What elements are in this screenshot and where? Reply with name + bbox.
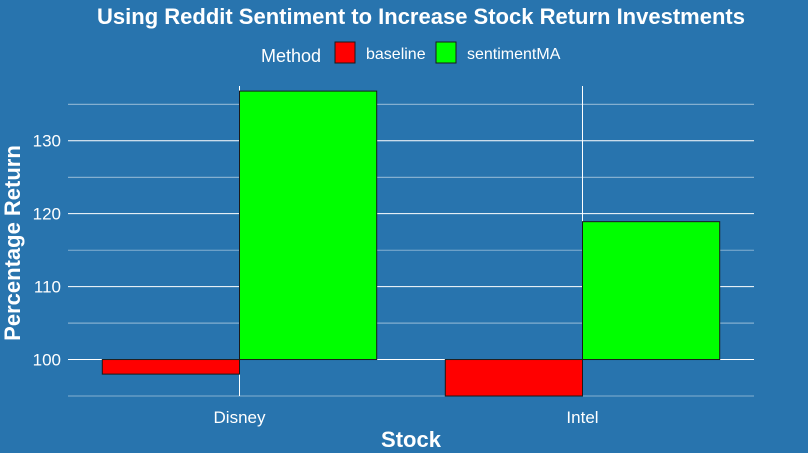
x-tick-label: Intel — [566, 408, 598, 427]
bars — [101, 90, 721, 397]
gridlines — [68, 86, 754, 397]
y-axis-ticks: 100 110 120 130 — [33, 132, 61, 370]
y-tick-label: 100 — [33, 351, 61, 370]
chart-title: Using Reddit Sentiment to Increase Stock… — [97, 4, 745, 29]
legend-title: Method — [261, 46, 321, 66]
legend-label-baseline: baseline — [366, 46, 426, 63]
legend-label-sentimentMA: sentimentMA — [467, 46, 561, 63]
legend-key-sentimentMA — [435, 41, 457, 64]
y-tick-label: 110 — [34, 278, 61, 297]
bar-sentimentMA-intel — [582, 221, 721, 361]
y-tick-label: 120 — [33, 205, 61, 224]
x-axis-ticks: Disney Intel — [214, 408, 599, 427]
y-tick-label: 130 — [33, 132, 61, 151]
legend: Method baseline sentimentMA — [261, 41, 561, 66]
bar-baseline-intel — [444, 359, 583, 397]
bar-baseline-disney — [101, 359, 240, 375]
legend-key-baseline — [334, 41, 356, 64]
bar-sentimentMA-disney — [239, 90, 378, 361]
x-axis-title: Stock — [381, 427, 442, 452]
y-axis-title: Percentage Return — [0, 145, 25, 341]
x-tick-label: Disney — [214, 408, 266, 427]
